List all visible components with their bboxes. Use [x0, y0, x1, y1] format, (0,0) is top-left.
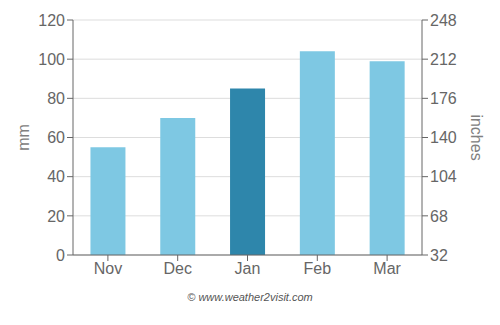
- svg-text:0: 0: [56, 247, 65, 264]
- svg-text:68: 68: [430, 208, 448, 225]
- svg-text:Nov: Nov: [94, 260, 122, 277]
- svg-text:140: 140: [430, 129, 457, 146]
- svg-text:104: 104: [430, 168, 457, 185]
- svg-text:212: 212: [430, 51, 457, 68]
- svg-text:32: 32: [430, 247, 448, 264]
- html-text:© www.weather2visit.com: © www.weather2visit.com: [187, 291, 313, 303]
- svg-text:40: 40: [47, 168, 65, 185]
- svg-text:80: 80: [47, 90, 65, 107]
- svg-text:Dec: Dec: [163, 260, 191, 277]
- svg-text:Jan: Jan: [235, 260, 261, 277]
- svg-text:120: 120: [38, 12, 65, 29]
- svg-text:inches: inches: [468, 114, 485, 160]
- svg-text:248: 248: [430, 12, 457, 29]
- svg-text:60: 60: [47, 129, 65, 146]
- svg-text:176: 176: [430, 90, 457, 107]
- svg-text:20: 20: [47, 208, 65, 225]
- svg-text:Mar: Mar: [373, 260, 401, 277]
- svg-text:mm: mm: [15, 124, 32, 151]
- svg-text:100: 100: [38, 51, 65, 68]
- svg-text:Feb: Feb: [304, 260, 332, 277]
